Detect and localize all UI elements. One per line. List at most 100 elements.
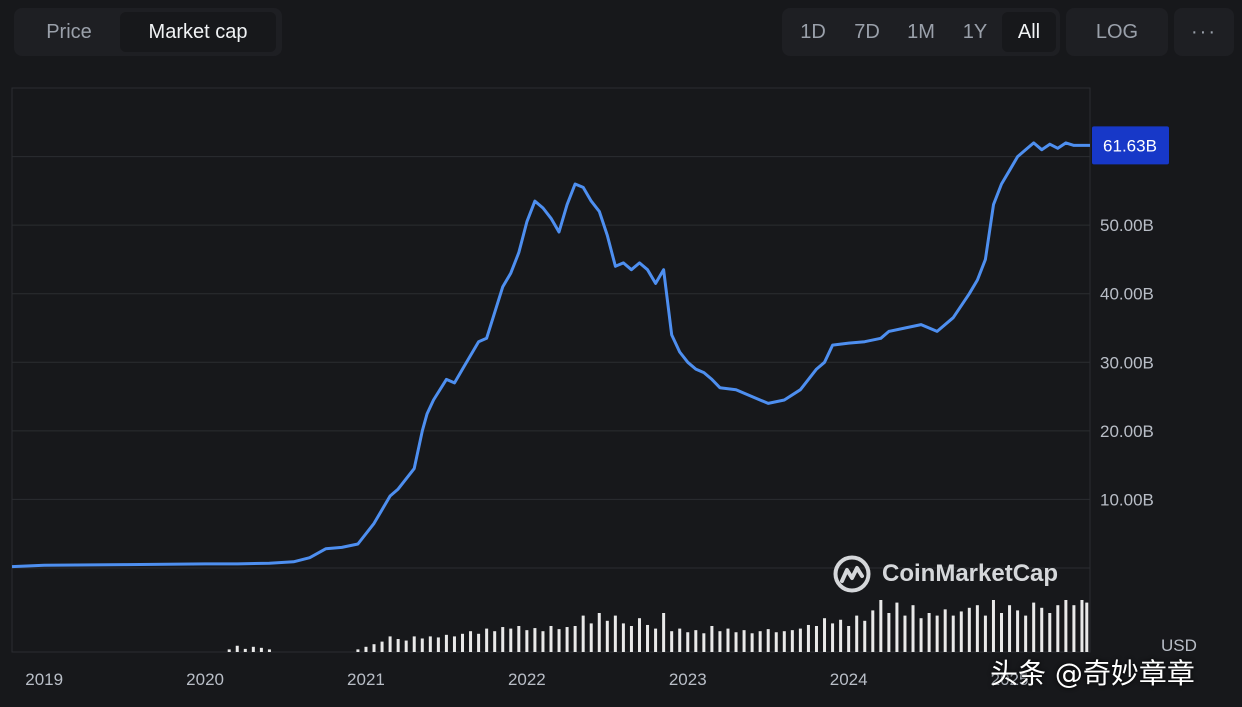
volume-bar [895,602,899,652]
more-options-icon[interactable]: ··· [1191,20,1217,43]
range-1d-button[interactable]: 1D [800,20,826,43]
currency-label: USD [1161,636,1197,655]
y-tick-label: 20.00B [1100,422,1154,441]
volume-bar [1085,602,1089,652]
volume-bar [919,618,923,652]
volume-bar [436,637,440,652]
volume-bars [227,600,1089,652]
volume-bar [251,646,255,652]
volume-bar [871,610,875,652]
range-toolbar: 1D 7D 1M 1Y All LOG ··· [782,8,1234,56]
volume-bar [1008,605,1012,652]
volume-bar [573,626,577,652]
volume-bar [501,627,505,652]
volume-bar [774,632,778,652]
range-1m-button[interactable]: 1M [907,20,935,43]
volume-bar [823,618,827,652]
volume-bar [1040,607,1044,652]
volume-bar [533,628,537,652]
volume-bar [654,628,658,652]
volume-bar [509,628,513,652]
range-all-button[interactable]: All [1002,12,1056,52]
volume-bar [750,633,754,652]
coinmarketcap-logo-icon [833,555,871,593]
volume-bar [404,640,408,652]
volume-bar [589,623,593,652]
log-scale-group: LOG [1066,8,1168,56]
grid-lines [11,87,1091,653]
volume-bar [621,623,625,652]
current-value-badge [1092,126,1169,165]
x-tick-label: 2023 [669,670,707,689]
volume-bar [766,629,770,652]
volume-bar [959,611,963,652]
volume-bar [557,629,561,652]
volume-bar [469,631,473,652]
volume-bar [831,623,835,652]
volume-bar [1016,610,1020,652]
volume-bar [855,615,859,652]
volume-bar [710,626,714,652]
y-tick-label: 30.00B [1100,353,1154,372]
volume-bar [903,615,907,652]
volume-bar [967,607,971,652]
volume-bar [758,631,762,652]
volume-bar [879,600,883,652]
volume-bar [686,632,690,652]
volume-bar [662,613,666,652]
volume-bar [267,649,271,652]
volume-bar [887,613,891,652]
volume-bar [983,615,987,652]
current-value-label: 61.63B [1103,136,1157,155]
volume-bar [847,626,851,652]
volume-bar [943,609,947,652]
y-tick-label: 40.00B [1100,285,1154,304]
volume-bar [629,626,633,652]
log-scale-button[interactable]: LOG [1095,20,1139,43]
x-tick-label: 2024 [830,670,868,689]
volume-bar [388,636,392,652]
volume-bar [951,615,955,652]
volume-bar [1080,600,1084,652]
volume-bar [493,631,497,652]
volume-bar [790,630,794,652]
more-options-group: ··· [1174,8,1234,56]
volume-bar [227,649,231,652]
volume-bar [581,615,585,652]
volume-bar [477,633,481,652]
time-range-group: 1D 7D 1M 1Y All [782,8,1060,56]
volume-bar [637,618,641,652]
y-tick-label: 10.00B [1100,490,1154,509]
volume-bar [541,631,545,652]
tab-market-cap[interactable]: Market cap [120,12,276,52]
volume-bar [1048,613,1052,652]
volume-bar [678,628,682,652]
volume-bar [485,628,489,652]
y-axis-ticks: 10.00B 20.00B 30.00B 40.00B 50.00B [1100,216,1154,509]
x-tick-label: 2020 [186,670,224,689]
range-7d-button[interactable]: 7D [854,20,880,43]
volume-bar [839,619,843,652]
volume-bar [1032,602,1036,652]
volume-bar [694,630,698,652]
watermark-text: CoinMarketCap [882,560,1059,587]
volume-bar [396,639,400,652]
volume-bar [605,620,609,652]
volume-bar [1056,605,1060,652]
volume-bar [911,605,915,652]
volume-bar [235,645,239,652]
market-cap-line [11,141,1090,569]
volume-bar [565,627,569,652]
volume-bar [259,647,263,652]
tab-price[interactable]: Price [46,20,92,43]
volume-bar [782,631,786,652]
volume-bar [646,624,650,652]
volume-bar [1000,613,1004,652]
volume-bar [1064,600,1068,652]
x-tick-label: 2019 [25,670,63,689]
volume-bar [517,626,521,652]
volume-bar [670,631,674,652]
volume-bar [1024,615,1028,652]
range-1y-button[interactable]: 1Y [962,20,988,43]
x-tick-label: 2022 [508,670,546,689]
